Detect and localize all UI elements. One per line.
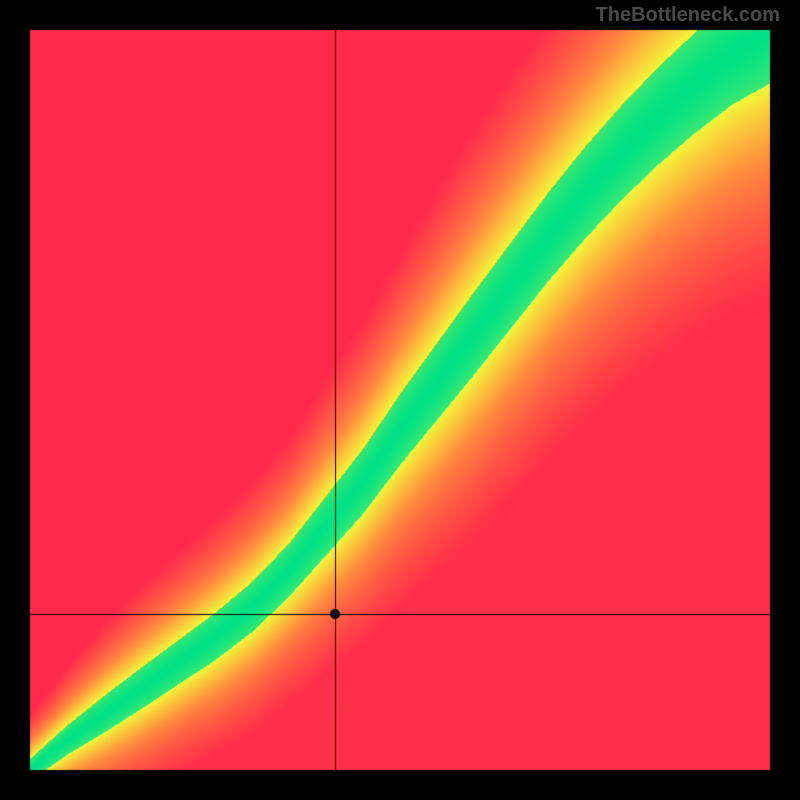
chart-container: TheBottleneck.com — [0, 0, 800, 800]
bottleneck-heatmap — [0, 0, 800, 800]
watermark-text: TheBottleneck.com — [596, 4, 780, 27]
